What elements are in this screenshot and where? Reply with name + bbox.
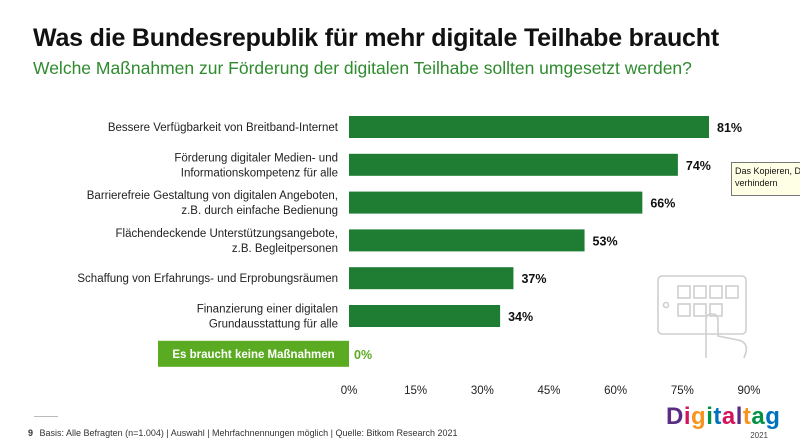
category-label: Bessere Verfügbarkeit von Breitband-Inte… [108,122,339,134]
bar [349,153,678,176]
logo-letter: a [751,403,766,430]
category-label: Förderung digitaler Medien- und [174,152,338,164]
logo-letter: i [706,403,714,430]
logo-letter: l [735,403,743,430]
copy-protection-tooltip: Das Kopieren, Dru verhindern [731,162,800,196]
logo-letter: a [721,403,736,430]
logo-letter: g [765,403,781,430]
x-tick-label: 30% [471,385,494,397]
value-label: 81% [717,121,742,135]
footer-divider [34,416,58,417]
x-tick-label: 45% [537,385,560,397]
logo-letter: t [713,403,722,430]
category-label: z.B. Begleitpersonen [232,243,338,255]
logo-wordmark: Digitaltag [666,403,786,431]
bar [349,191,643,214]
x-tick-label: 75% [671,385,694,397]
bar [349,305,501,327]
x-tick-label: 0% [341,385,358,397]
page-title: Was die Bundesrepublik für mehr digitale… [33,24,719,52]
bar [349,116,709,138]
value-label: 37% [521,272,546,286]
logo-letter: g [691,403,707,430]
category-label: Grundausstattung für alle [209,319,338,331]
logo-letter: t [742,403,752,430]
category-label: Barrierefreie Gestaltung von digitalen A… [87,190,338,202]
bar [349,267,514,290]
category-label: z.B. durch einfache Bedienung [181,205,338,217]
value-label: 66% [650,197,675,211]
logo-letter: D [666,403,684,430]
category-label: Flächendeckende Unterstützungsangebote, [116,228,339,240]
logo-letter: i [683,403,692,430]
tablet-hand-icon [657,275,748,359]
digitaltag-logo: Digitaltag 2021 [666,403,786,443]
category-label: Finanzierung einer digitalen [197,304,338,316]
tooltip-line: verhindern [735,178,778,188]
value-label: 74% [686,159,711,173]
logo-year: 2021 [750,431,768,440]
x-tick-label: 15% [404,385,427,397]
page-number: 9 [28,428,34,438]
value-label: 53% [593,234,618,248]
x-tick-label: 90% [737,385,760,397]
tooltip-line: Das Kopieren, Dru [735,166,800,176]
category-label: Schaffung von Erfahrungs- und Erprobungs… [77,273,338,285]
value-label: 0% [354,348,372,362]
value-label: 34% [508,310,533,324]
highlight-category-box [158,340,349,367]
bar [349,229,585,252]
category-label: Informationskompetenz für alle [181,167,338,179]
page-subtitle: Welche Maßnahmen zur Förderung der digit… [33,58,692,78]
x-tick-label: 60% [604,385,627,397]
footer-source: Basis: Alle Befragten (n=1.004) | Auswah… [39,428,458,438]
footer: 9 Basis: Alle Befragten (n=1.004) | Ausw… [28,428,458,438]
category-label: Es braucht keine Maßnahmen [172,349,334,361]
